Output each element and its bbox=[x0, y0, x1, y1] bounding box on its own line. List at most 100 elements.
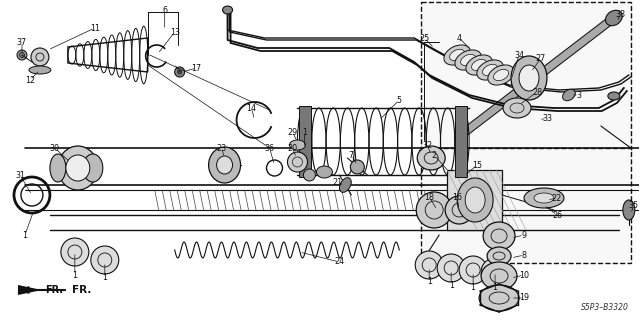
Ellipse shape bbox=[503, 98, 531, 118]
Ellipse shape bbox=[91, 246, 119, 274]
Ellipse shape bbox=[605, 10, 622, 26]
Ellipse shape bbox=[481, 258, 509, 286]
Text: 2: 2 bbox=[431, 150, 436, 159]
Text: 11: 11 bbox=[90, 23, 100, 33]
Polygon shape bbox=[18, 285, 42, 295]
Text: 28: 28 bbox=[532, 87, 542, 97]
Text: 30: 30 bbox=[50, 143, 60, 153]
Ellipse shape bbox=[437, 254, 465, 282]
Ellipse shape bbox=[511, 56, 547, 100]
Text: 1: 1 bbox=[427, 277, 432, 286]
Ellipse shape bbox=[445, 196, 473, 224]
Text: 13: 13 bbox=[170, 28, 180, 36]
Ellipse shape bbox=[563, 89, 575, 101]
Bar bbox=[300, 106, 312, 177]
Ellipse shape bbox=[444, 45, 470, 65]
Ellipse shape bbox=[223, 6, 232, 14]
Text: 12: 12 bbox=[25, 76, 35, 84]
Text: 5: 5 bbox=[397, 95, 402, 105]
Ellipse shape bbox=[83, 154, 103, 182]
Text: 1: 1 bbox=[22, 230, 28, 239]
Text: 34: 34 bbox=[514, 51, 524, 60]
Text: 24: 24 bbox=[334, 258, 344, 267]
Text: 33: 33 bbox=[542, 114, 552, 123]
Ellipse shape bbox=[534, 193, 554, 203]
Text: FR.: FR. bbox=[45, 285, 63, 295]
Ellipse shape bbox=[287, 152, 307, 172]
Text: 17: 17 bbox=[191, 63, 202, 73]
Ellipse shape bbox=[175, 67, 185, 77]
Text: 1: 1 bbox=[72, 270, 77, 279]
Text: 16: 16 bbox=[452, 193, 462, 202]
Text: 21: 21 bbox=[332, 178, 342, 187]
Text: 18: 18 bbox=[424, 193, 434, 202]
Ellipse shape bbox=[316, 166, 332, 178]
Text: 32: 32 bbox=[422, 140, 432, 149]
Text: 3: 3 bbox=[577, 91, 581, 100]
Text: 25: 25 bbox=[419, 34, 429, 43]
Ellipse shape bbox=[487, 247, 511, 265]
Text: 37: 37 bbox=[17, 37, 27, 46]
Ellipse shape bbox=[477, 60, 503, 80]
Ellipse shape bbox=[488, 65, 515, 85]
Ellipse shape bbox=[493, 69, 509, 81]
Text: 6: 6 bbox=[162, 5, 167, 14]
Ellipse shape bbox=[483, 64, 498, 76]
Ellipse shape bbox=[465, 187, 485, 213]
Text: 31: 31 bbox=[15, 171, 25, 180]
Ellipse shape bbox=[339, 178, 351, 192]
Text: 1: 1 bbox=[449, 281, 454, 290]
Ellipse shape bbox=[416, 192, 452, 228]
Ellipse shape bbox=[58, 146, 98, 190]
Ellipse shape bbox=[519, 65, 539, 91]
Text: 26: 26 bbox=[552, 211, 562, 220]
Ellipse shape bbox=[415, 251, 443, 279]
Text: 29: 29 bbox=[287, 127, 298, 137]
Ellipse shape bbox=[417, 146, 445, 170]
Bar bbox=[421, 148, 631, 263]
Ellipse shape bbox=[66, 155, 90, 181]
Text: 1: 1 bbox=[470, 283, 476, 292]
Ellipse shape bbox=[216, 156, 232, 174]
Bar bbox=[421, 2, 631, 150]
Ellipse shape bbox=[466, 55, 492, 75]
Text: 9: 9 bbox=[522, 230, 527, 239]
Ellipse shape bbox=[450, 49, 465, 61]
Ellipse shape bbox=[459, 256, 487, 284]
Text: S5P3–B3320: S5P3–B3320 bbox=[581, 303, 629, 312]
Ellipse shape bbox=[178, 70, 182, 74]
Ellipse shape bbox=[457, 178, 493, 222]
Ellipse shape bbox=[472, 59, 486, 71]
Ellipse shape bbox=[19, 52, 24, 58]
Ellipse shape bbox=[608, 92, 620, 100]
Text: 36: 36 bbox=[264, 143, 275, 153]
Ellipse shape bbox=[524, 188, 564, 208]
Ellipse shape bbox=[17, 50, 27, 60]
Ellipse shape bbox=[623, 200, 635, 220]
Text: 1: 1 bbox=[302, 127, 307, 137]
Bar bbox=[455, 106, 467, 177]
Ellipse shape bbox=[31, 48, 49, 66]
Text: 7: 7 bbox=[349, 150, 354, 159]
Ellipse shape bbox=[350, 160, 364, 174]
Text: 35: 35 bbox=[628, 201, 639, 210]
Text: 1: 1 bbox=[493, 284, 497, 292]
Text: 8: 8 bbox=[522, 251, 527, 260]
Text: 20: 20 bbox=[287, 143, 298, 153]
Ellipse shape bbox=[29, 66, 51, 74]
Text: 22: 22 bbox=[552, 194, 562, 203]
Ellipse shape bbox=[209, 147, 241, 183]
Bar bbox=[447, 170, 502, 230]
Text: 15: 15 bbox=[472, 161, 482, 170]
Text: FR.: FR. bbox=[72, 285, 92, 295]
Ellipse shape bbox=[479, 285, 519, 311]
Text: 38: 38 bbox=[616, 10, 626, 19]
Text: 10: 10 bbox=[519, 270, 529, 279]
Text: 4: 4 bbox=[457, 34, 461, 43]
Ellipse shape bbox=[303, 169, 316, 181]
Ellipse shape bbox=[461, 54, 476, 66]
Ellipse shape bbox=[289, 140, 305, 150]
Ellipse shape bbox=[61, 238, 89, 266]
Text: 14: 14 bbox=[246, 103, 257, 113]
Text: 1: 1 bbox=[102, 274, 108, 283]
